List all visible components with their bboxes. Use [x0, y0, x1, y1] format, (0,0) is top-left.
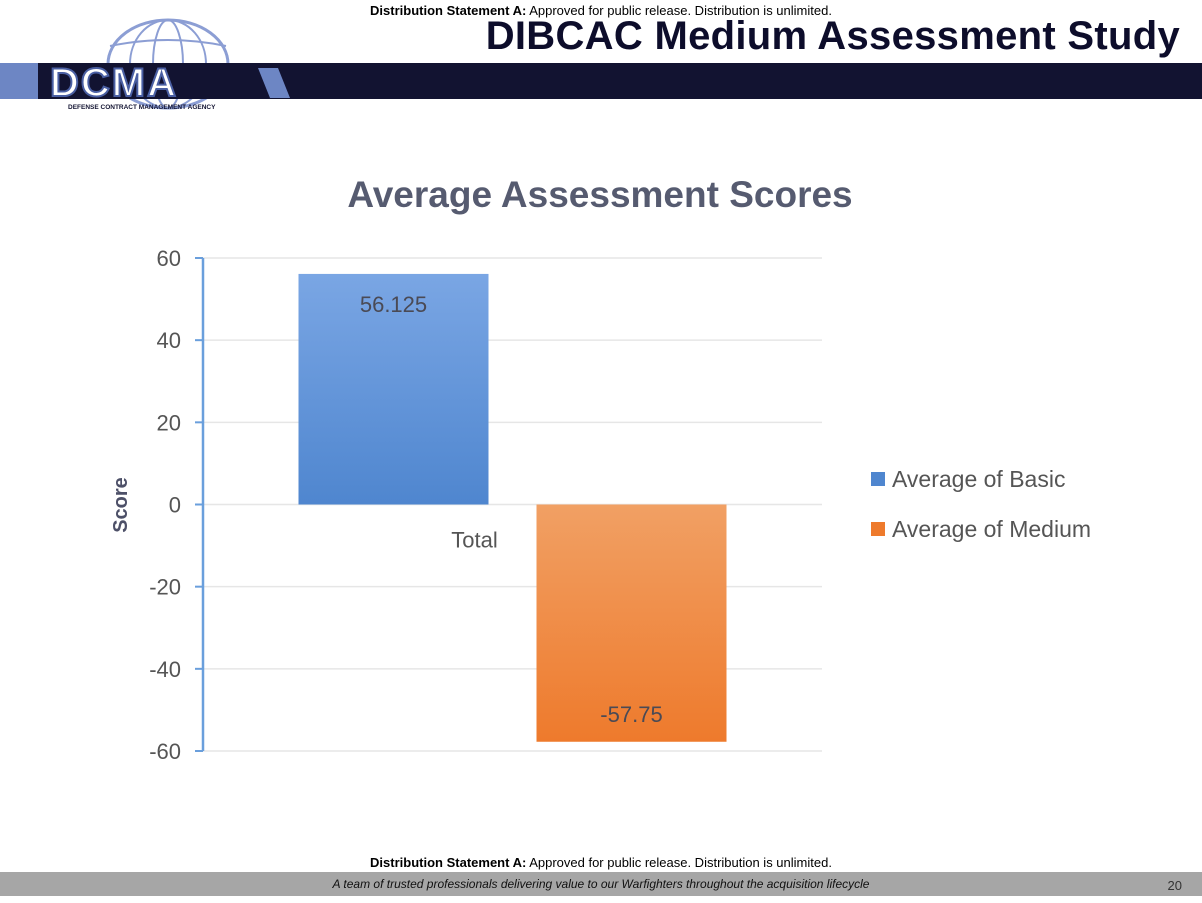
bar-basic [298, 273, 489, 505]
legend-label: Average of Basic [892, 466, 1065, 492]
y-tick-label: -60 [149, 739, 181, 764]
svg-text:DEFENSE CONTRACT MANAGEMENT AG: DEFENSE CONTRACT MANAGEMENT AGENCY [68, 104, 216, 111]
y-axis-title: Score [110, 477, 132, 533]
legend-label: Average of Medium [892, 516, 1091, 542]
y-tick-label: 60 [157, 246, 181, 271]
header-accent [0, 63, 38, 99]
bar-medium [536, 504, 727, 742]
data-label: -57.75 [600, 702, 662, 727]
dcma-logo: DCMA DEFENSE CONTRACT MANAGEMENT AGENCY [40, 18, 290, 111]
page-number: 20 [1167, 878, 1182, 893]
svg-text:DCMA: DCMA [50, 61, 178, 105]
data-label: 56.125 [360, 292, 427, 317]
y-tick-label: 20 [157, 410, 181, 435]
distribution-statement-bottom: Distribution Statement A: Approved for p… [370, 855, 832, 870]
y-tick-label: 0 [169, 493, 181, 518]
y-tick-label: -40 [149, 657, 181, 682]
chart-title: Average Assessment Scores [347, 174, 852, 215]
legend-swatch [871, 522, 885, 536]
footer-bar [0, 872, 1202, 896]
footer-tagline: A team of trusted professionals deliveri… [332, 877, 870, 891]
slide-title: DIBCAC Medium Assessment Study [485, 14, 1180, 58]
category-label: Total [451, 528, 497, 553]
y-tick-label: 40 [157, 328, 181, 353]
y-tick-label: -20 [149, 575, 181, 600]
legend-swatch [871, 472, 885, 486]
distribution-statement-top: Distribution Statement A: Approved for p… [370, 3, 832, 18]
